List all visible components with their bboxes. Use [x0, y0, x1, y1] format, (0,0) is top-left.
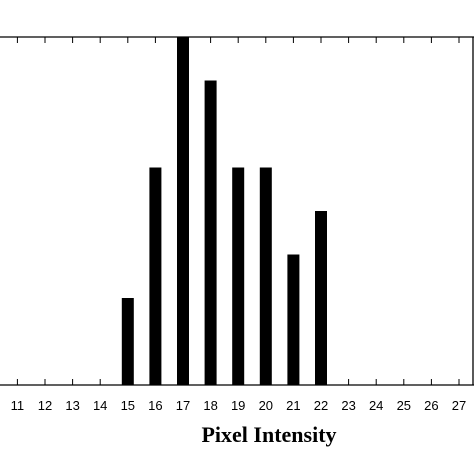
bar-19: [232, 167, 245, 385]
bar-22: [315, 211, 327, 385]
x-tick-label-23: 23: [341, 398, 355, 413]
bar-18: [204, 80, 217, 385]
x-tick-label-17: 17: [176, 398, 190, 413]
x-tick-label-18: 18: [203, 398, 217, 413]
x-tick-label-13: 13: [65, 398, 79, 413]
x-tick-label-11: 11: [11, 398, 25, 413]
bar-17: [177, 37, 189, 385]
x-axis-tick-labels: 11 12 13 14 15 16 17 18 19 20 21 22 23 24 25 26 27: [11, 398, 467, 413]
bar-16: [149, 167, 162, 385]
x-tick-label-20: 20: [259, 398, 273, 413]
x-tick-label-15: 15: [121, 398, 135, 413]
x-tick-label-24: 24: [369, 398, 383, 413]
x-tick-label-21: 21: [286, 398, 300, 413]
bars: [121, 37, 327, 385]
x-tick-label-16: 16: [148, 398, 162, 413]
x-tick-label-26: 26: [424, 398, 438, 413]
bar-20: [259, 167, 272, 385]
x-tick-label-12: 12: [38, 398, 52, 413]
x-tick-label-22: 22: [314, 398, 328, 413]
x-axis-title: Pixel Intensity: [201, 422, 336, 447]
bar-21: [287, 254, 300, 385]
x-tick-label-27: 27: [452, 398, 466, 413]
x-tick-label-14: 14: [93, 398, 107, 413]
x-tick-label-25: 25: [397, 398, 411, 413]
bar-15: [121, 298, 134, 385]
x-tick-label-19: 19: [231, 398, 245, 413]
x-axis-ticks: [16, 37, 460, 385]
